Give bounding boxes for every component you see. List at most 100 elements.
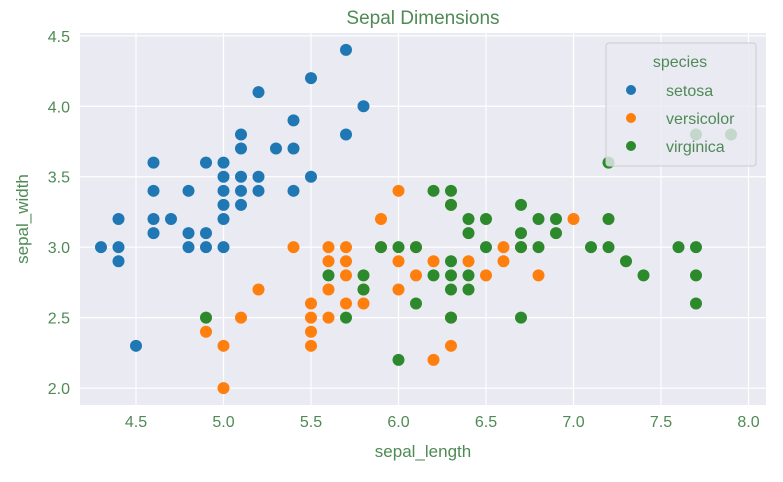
data-point-setosa bbox=[357, 100, 370, 113]
x-tick-labels: 4.5 5.0 5.5 6.0 6.5 7.0 7.5 8.0 bbox=[125, 414, 760, 431]
legend-label-setosa: setosa bbox=[666, 83, 713, 100]
data-point-setosa bbox=[95, 241, 107, 254]
data-point-versicolor bbox=[480, 269, 492, 282]
data-point-virginica bbox=[480, 213, 492, 225]
data-point-versicolor bbox=[357, 297, 370, 310]
data-point-setosa bbox=[147, 156, 160, 169]
data-point-setosa bbox=[287, 114, 300, 127]
data-point-setosa bbox=[200, 241, 212, 254]
data-point-virginica bbox=[620, 255, 632, 268]
data-point-versicolor bbox=[427, 255, 440, 268]
legend: species setosa versicolor virginica bbox=[605, 42, 757, 167]
data-point-virginica bbox=[445, 255, 457, 268]
data-point-setosa bbox=[217, 184, 230, 197]
data-point-versicolor bbox=[445, 339, 457, 352]
legend-marker-versicolor bbox=[626, 113, 636, 123]
legend-title: species bbox=[653, 54, 707, 71]
x-tick-label: 7.0 bbox=[562, 414, 584, 431]
data-point-virginica bbox=[672, 241, 685, 254]
data-point-virginica bbox=[462, 213, 475, 225]
data-point-setosa bbox=[112, 213, 125, 225]
data-point-versicolor bbox=[287, 241, 300, 254]
data-point-virginica bbox=[462, 227, 475, 240]
chart-title: Sepal Dimensions bbox=[346, 8, 499, 29]
x-tick-label: 6.0 bbox=[387, 414, 409, 431]
y-tick-labels: 2.0 2.5 3.0 3.5 4.0 4.5 bbox=[48, 29, 70, 398]
data-point-setosa bbox=[235, 142, 247, 155]
data-point-setosa bbox=[217, 198, 230, 211]
data-point-setosa bbox=[182, 227, 195, 240]
data-point-setosa bbox=[305, 72, 317, 85]
data-point-virginica bbox=[445, 283, 457, 296]
data-point-virginica bbox=[410, 241, 422, 254]
data-point-versicolor bbox=[567, 213, 580, 225]
legend-marker-setosa bbox=[626, 85, 636, 95]
data-point-virginica bbox=[690, 269, 702, 282]
data-point-setosa bbox=[200, 227, 212, 240]
x-tick-label: 8.0 bbox=[737, 414, 759, 431]
y-axis-label: sepal_width bbox=[13, 174, 32, 264]
data-point-virginica bbox=[392, 353, 405, 366]
data-point-setosa bbox=[235, 184, 247, 197]
y-tick-label: 3.0 bbox=[48, 240, 70, 257]
data-point-setosa bbox=[182, 241, 195, 254]
data-point-virginica bbox=[515, 227, 527, 240]
data-point-versicolor bbox=[322, 255, 335, 268]
data-points bbox=[95, 43, 737, 395]
data-point-virginica bbox=[445, 269, 457, 282]
x-tick-label: 6.5 bbox=[475, 414, 497, 431]
y-tick-label: 4.0 bbox=[48, 99, 70, 116]
data-point-versicolor bbox=[340, 255, 352, 268]
data-point-virginica bbox=[410, 297, 422, 310]
data-point-setosa bbox=[287, 142, 300, 155]
legend-box bbox=[605, 42, 757, 167]
data-point-versicolor bbox=[340, 297, 352, 310]
data-point-setosa bbox=[340, 128, 352, 141]
data-point-setosa bbox=[252, 184, 265, 197]
data-point-versicolor bbox=[305, 311, 317, 324]
data-point-versicolor bbox=[497, 255, 510, 268]
y-tick-label: 3.5 bbox=[48, 170, 70, 187]
x-tick-label: 5.0 bbox=[212, 414, 234, 431]
data-point-versicolor bbox=[217, 382, 230, 395]
data-point-virginica bbox=[462, 283, 475, 296]
data-point-virginica bbox=[340, 311, 352, 324]
data-point-versicolor bbox=[305, 297, 317, 310]
data-point-virginica bbox=[427, 184, 440, 197]
data-point-setosa bbox=[252, 86, 265, 99]
data-point-virginica bbox=[515, 311, 527, 324]
x-tick-label: 7.5 bbox=[650, 414, 672, 431]
data-point-versicolor bbox=[200, 325, 212, 338]
data-point-virginica bbox=[690, 297, 702, 310]
data-point-versicolor bbox=[322, 311, 335, 324]
legend-marker-virginica bbox=[626, 141, 636, 151]
data-point-setosa bbox=[235, 128, 247, 141]
data-point-virginica bbox=[515, 241, 527, 254]
data-point-versicolor bbox=[305, 325, 317, 338]
data-point-setosa bbox=[235, 198, 247, 211]
data-point-setosa bbox=[182, 184, 195, 197]
data-point-virginica bbox=[585, 241, 597, 254]
series-setosa bbox=[95, 43, 370, 352]
data-point-virginica bbox=[427, 269, 440, 282]
data-point-setosa bbox=[340, 43, 352, 56]
data-point-versicolor bbox=[322, 283, 335, 296]
data-point-virginica bbox=[637, 269, 650, 282]
data-point-virginica bbox=[532, 241, 545, 254]
data-point-setosa bbox=[235, 170, 247, 183]
data-point-virginica bbox=[375, 241, 387, 254]
data-point-setosa bbox=[147, 227, 160, 240]
data-point-virginica bbox=[357, 283, 370, 296]
data-point-versicolor bbox=[340, 241, 352, 254]
data-point-virginica bbox=[602, 213, 615, 225]
data-point-virginica bbox=[602, 241, 615, 254]
data-point-virginica bbox=[550, 213, 562, 225]
data-point-versicolor bbox=[410, 269, 422, 282]
data-point-setosa bbox=[147, 213, 160, 225]
data-point-versicolor bbox=[392, 283, 405, 296]
data-point-virginica bbox=[322, 269, 335, 282]
data-point-virginica bbox=[532, 213, 545, 225]
data-point-versicolor bbox=[217, 339, 230, 352]
